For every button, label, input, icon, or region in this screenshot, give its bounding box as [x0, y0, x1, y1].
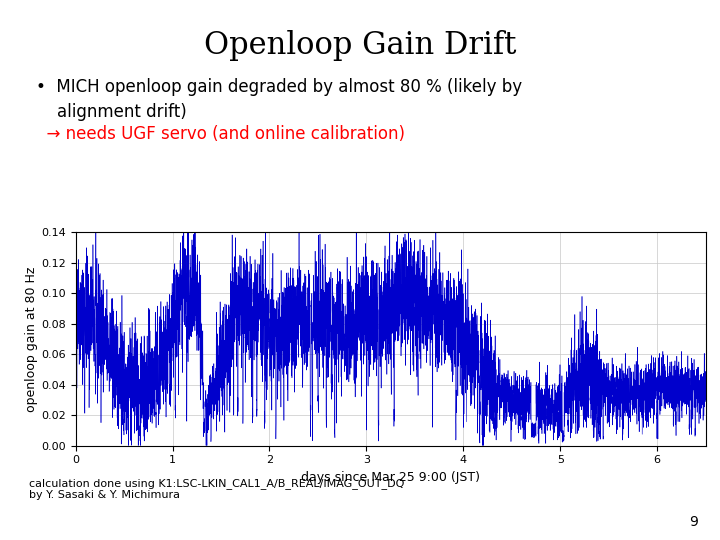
Text: 9: 9 — [690, 515, 698, 529]
Text: calculation done using K1:LSC-LKIN_CAL1_A/B_REAL/IMAG_OUT_DQ
by Y. Sasaki & Y. M: calculation done using K1:LSC-LKIN_CAL1_… — [29, 478, 404, 501]
Text: •  MICH openloop gain degraded by almost 80 % (likely by: • MICH openloop gain degraded by almost … — [36, 78, 522, 96]
Text: alignment drift): alignment drift) — [36, 103, 186, 120]
X-axis label: days since Mar 25 9:00 (JST): days since Mar 25 9:00 (JST) — [301, 471, 480, 484]
Text: → needs UGF servo (and online calibration): → needs UGF servo (and online calibratio… — [36, 125, 405, 143]
Y-axis label: openloop gain at 80 Hz: openloop gain at 80 Hz — [25, 266, 38, 411]
Text: Openloop Gain Drift: Openloop Gain Drift — [204, 30, 516, 60]
